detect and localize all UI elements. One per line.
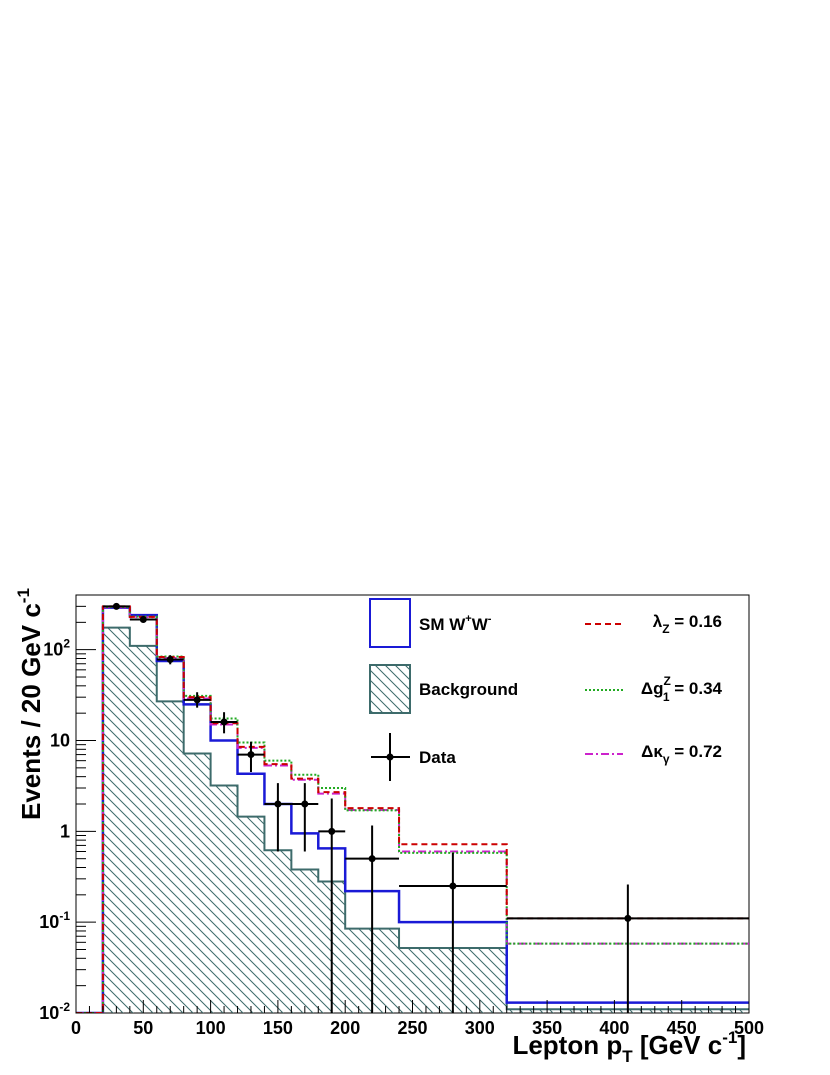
- data-point-8: [318, 798, 346, 1013]
- y-tick-label: 10: [50, 731, 70, 751]
- y-tick-label: 10-1: [39, 909, 70, 932]
- series-line-background: [76, 626, 749, 1013]
- x-tick-label: 500: [734, 1018, 764, 1038]
- data-point-10: [399, 852, 507, 1013]
- data-point-6: [264, 783, 292, 852]
- x-tick-label: 0: [71, 1018, 81, 1038]
- x-tick-label: 250: [397, 1018, 427, 1038]
- x-tick-label: 100: [196, 1018, 226, 1038]
- x-tick-label: 400: [599, 1018, 629, 1038]
- series-line-sm-w-w-: [76, 606, 749, 1013]
- y-tick-label: 102: [43, 637, 70, 660]
- legend-label-data: Data: [419, 748, 456, 767]
- legend-label-lambda: λZ = 0.16: [653, 612, 722, 636]
- axes: 0 50 100 150 200 250 300 350 400 450 500 10-2 10-1 1 1…: [39, 594, 764, 1038]
- legend-swatch-sm: [369, 598, 411, 648]
- data-point-0: [102, 602, 130, 610]
- data-point-9: [345, 825, 400, 1013]
- legend-label-dk: Δκγ = 0.72: [641, 742, 722, 766]
- y-axis-title: Events / 20 GeV c-1: [14, 588, 46, 820]
- legend: SM W+W- Background Data λZ = 0.16 ΔgZ 1 =…: [369, 598, 723, 781]
- data-point-7: [291, 783, 319, 852]
- data-point-4: [210, 712, 238, 734]
- data-point-2: [156, 655, 184, 665]
- x-tick-label: 300: [465, 1018, 495, 1038]
- plot-area: [76, 602, 749, 1013]
- x-tick-label: 150: [263, 1018, 293, 1038]
- data-point-1: [129, 615, 157, 623]
- x-tick-label: 450: [667, 1018, 697, 1038]
- legend-label-dg: ΔgZ 1 = 0.34: [641, 674, 723, 704]
- data-point-11: [506, 884, 749, 1013]
- series-fill-background: [76, 627, 749, 1013]
- legend-swatch-background: [369, 664, 411, 714]
- data-point-5: [237, 741, 265, 773]
- data-point-3: [183, 692, 211, 708]
- legend-swatch-data: [371, 733, 410, 781]
- legend-label-background: Background: [419, 680, 518, 699]
- y-tick-label: 1: [60, 821, 70, 841]
- x-tick-label: 200: [330, 1018, 360, 1038]
- x-tick-label: 350: [532, 1018, 562, 1038]
- legend-label-sm: SM W+W-: [419, 613, 492, 634]
- y-tick-label: 10-2: [39, 1000, 70, 1023]
- x-axis-title: Lepton pT [GeV c-1]: [512, 1028, 746, 1066]
- x-tick-label: 50: [133, 1018, 153, 1038]
